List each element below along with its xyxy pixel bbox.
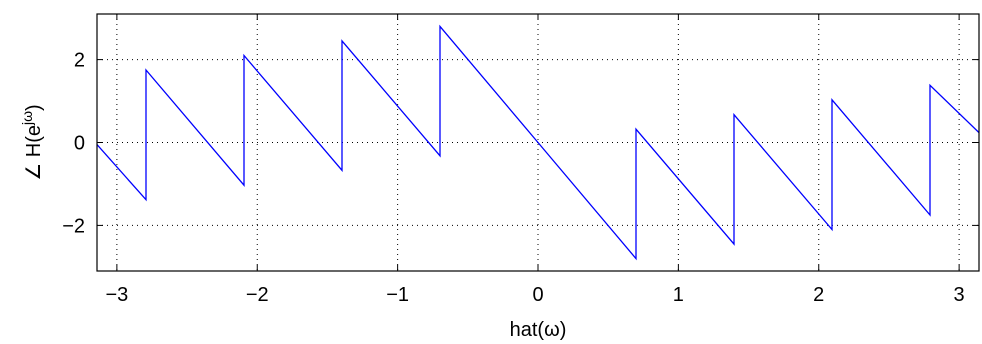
x-tick-label: 1 xyxy=(673,284,684,306)
y-tick-label: −2 xyxy=(62,215,85,237)
series-layer xyxy=(96,24,980,261)
x-tick-label: 3 xyxy=(954,284,965,306)
y-axis-label-prefix: ∠ H(e xyxy=(23,125,45,181)
y-axis-label-superscript: jω xyxy=(19,111,35,126)
x-tick-label: 0 xyxy=(532,284,543,306)
y-axis-label: ∠ H(ejω) xyxy=(19,104,45,180)
x-axis-label: hat(ω) xyxy=(510,319,567,341)
phase-series-line xyxy=(96,24,980,261)
y-tick-label: 0 xyxy=(74,133,85,155)
x-tick-label: 2 xyxy=(813,284,824,306)
x-tick-label: −3 xyxy=(105,284,128,306)
axis-ticks: −3 −2 −1 0 1 2 3 −2 0 2 xyxy=(62,14,979,306)
y-tick-label: 2 xyxy=(74,50,85,72)
x-tick-label: −1 xyxy=(386,284,409,306)
y-axis-label-suffix: ) xyxy=(23,104,45,111)
x-tick-label: −2 xyxy=(246,284,269,306)
